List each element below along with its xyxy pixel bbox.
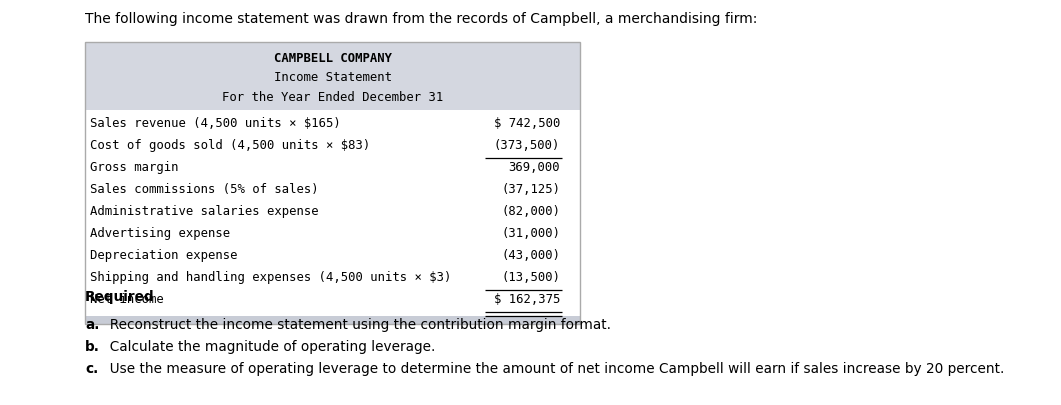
- Text: CAMPBELL COMPANY: CAMPBELL COMPANY: [274, 52, 392, 65]
- Text: c.: c.: [85, 362, 99, 376]
- Text: (31,000): (31,000): [501, 227, 560, 240]
- Text: $ 742,500: $ 742,500: [493, 117, 560, 130]
- Text: (373,500): (373,500): [493, 139, 560, 152]
- Text: The following income statement was drawn from the records of Campbell, a merchan: The following income statement was drawn…: [85, 12, 758, 26]
- Text: Use the measure of operating leverage to determine the amount of net income Camp: Use the measure of operating leverage to…: [101, 362, 1005, 376]
- Text: Income Statement: Income Statement: [274, 71, 392, 84]
- Bar: [85, 316, 580, 324]
- Text: (13,500): (13,500): [501, 271, 560, 284]
- Text: For the Year Ended December 31: For the Year Ended December 31: [222, 91, 443, 104]
- Text: Depreciation expense: Depreciation expense: [90, 249, 238, 262]
- Text: 369,000: 369,000: [508, 161, 560, 174]
- Text: Gross margin: Gross margin: [90, 161, 178, 174]
- Bar: [85, 42, 580, 110]
- Text: Calculate the magnitude of operating leverage.: Calculate the magnitude of operating lev…: [101, 340, 435, 354]
- Text: a.: a.: [85, 318, 100, 332]
- Text: Administrative salaries expense: Administrative salaries expense: [90, 205, 318, 218]
- Text: Required: Required: [85, 290, 155, 304]
- Text: Sales commissions (5% of sales): Sales commissions (5% of sales): [90, 183, 318, 196]
- Text: Sales revenue (4,500 units × $165): Sales revenue (4,500 units × $165): [90, 117, 341, 130]
- Text: Net income: Net income: [90, 293, 163, 306]
- Text: $ 162,375: $ 162,375: [493, 293, 560, 306]
- Text: (37,125): (37,125): [501, 183, 560, 196]
- Text: (43,000): (43,000): [501, 249, 560, 262]
- Text: b.: b.: [85, 340, 100, 354]
- Text: Cost of goods sold (4,500 units × $83): Cost of goods sold (4,500 units × $83): [90, 139, 370, 152]
- Text: Shipping and handling expenses (4,500 units × $3): Shipping and handling expenses (4,500 un…: [90, 271, 451, 284]
- Bar: [85, 110, 580, 316]
- Text: (82,000): (82,000): [501, 205, 560, 218]
- Text: Reconstruct the income statement using the contribution margin format.: Reconstruct the income statement using t…: [101, 318, 611, 332]
- Text: Advertising expense: Advertising expense: [90, 227, 230, 240]
- Bar: [85, 42, 580, 324]
